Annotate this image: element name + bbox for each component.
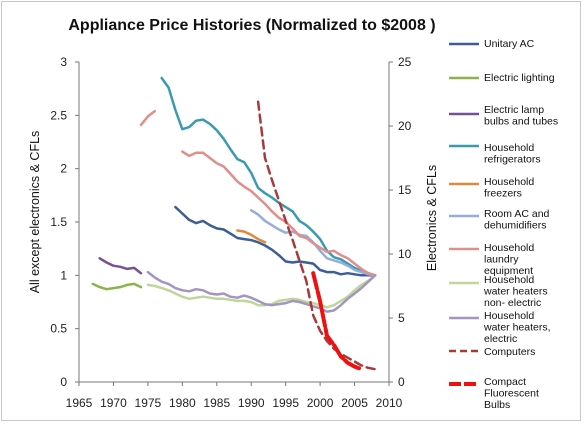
legend-item-room-ac-and-dehumidifiers: Room AC and dehumidifiers — [449, 208, 550, 232]
y-axis-label: All except electronics & CFLs — [28, 131, 42, 294]
y2-tick-label: 15 — [398, 183, 412, 197]
x-tick-label: 1970 — [100, 396, 127, 410]
legend-item-compact-fluorescent-bulbs: Compact Fluorescent Bulbs — [449, 376, 539, 411]
plot-layer — [78, 62, 390, 383]
y2-tick-label: 25 — [398, 55, 412, 69]
legend-label: Electric lighting — [484, 72, 555, 84]
y-tick-label: 2 — [60, 162, 67, 176]
series-line-household-laundry-equipment — [181, 150, 377, 277]
series-line-household-water-heaters-electric — [146, 270, 377, 313]
y2-tick-label: 10 — [398, 247, 412, 261]
y-tick-label: 1 — [60, 268, 67, 282]
legend-label: Computers — [484, 346, 535, 358]
x-tick-label: 1975 — [135, 396, 162, 410]
x-tick-label: 2000 — [307, 396, 334, 410]
y-tick-label: 0 — [60, 375, 67, 389]
y-tick-label: 1.5 — [50, 215, 67, 229]
y2-axis-label: Electronics & CFLs — [425, 165, 439, 271]
left-axis-ticks: 0 0.5 1 1.5 2 2.5 3 — [50, 55, 79, 389]
series-line-household-water-heaters-non-electric — [146, 274, 377, 309]
series-line-household-refrigerators — [160, 76, 377, 277]
series-line-electric-lighting — [91, 282, 143, 291]
chart-title: Appliance Price Histories (Normalized to… — [68, 17, 435, 34]
y2-tick-label: 5 — [398, 311, 405, 325]
legend-label: Household refrigerators — [484, 142, 541, 166]
series-line-computers — [256, 100, 377, 371]
y-tick-label: 2.5 — [50, 108, 67, 122]
y-tick-label: 0.5 — [50, 322, 67, 336]
x-tick-label: 1995 — [272, 396, 299, 410]
legend-item-household-freezers: Household freezers — [449, 176, 534, 200]
x-tick-label: 2010 — [376, 396, 403, 410]
legend-label: Room AC and dehumidifiers — [484, 208, 550, 232]
legend-item-electric-lamp-bulbs-and-tubes: Electric lamp bulbs and tubes — [449, 104, 558, 128]
right-axis-ticks: 0 5 10 15 20 25 — [389, 55, 412, 389]
legend-label: Compact Fluorescent Bulbs — [484, 376, 539, 411]
series-line-unitary-ac — [174, 205, 377, 277]
legend-item-computers: Computers — [449, 346, 535, 358]
legend: Unitary AC Electric lighting Electric lamp… — [449, 38, 558, 411]
series-line-electric-lamp-bulbs-and-tubes — [98, 257, 143, 275]
y2-tick-label: 20 — [398, 119, 412, 133]
x-tick-label: 1985 — [203, 396, 230, 410]
legend-item-household-refrigerators: Household refrigerators — [449, 142, 541, 166]
legend-label: Electric lamp bulbs and tubes — [484, 104, 558, 128]
legend-label: Household water heaters non- electric — [483, 274, 548, 309]
legend-label: Unitary AC — [484, 38, 535, 50]
x-axis-ticks: 1965 1970 1975 1980 1985 1990 1995 2000 2005 2010 — [66, 382, 403, 410]
series-line-household-laundry-equipment-early — [139, 109, 157, 127]
series-line-household-freezers — [236, 229, 267, 244]
x-tick-label: 1990 — [238, 396, 265, 410]
series-line-compact-fluorescent-bulbs — [311, 271, 364, 372]
legend-label: Household freezers — [484, 176, 534, 200]
legend-item-unitary-ac: Unitary AC — [449, 38, 535, 50]
legend-item-electric-lighting: Electric lighting — [449, 72, 555, 84]
legend-item-household-water-heaters-electric: Household water heaters, electric — [449, 310, 551, 345]
legend-label: Household laundry equipment — [484, 242, 534, 277]
y2-tick-label: 0 — [398, 375, 405, 389]
x-tick-label: 2005 — [341, 396, 368, 410]
legend-label: Household water heaters, electric — [483, 310, 551, 345]
x-tick-label: 1965 — [66, 396, 93, 410]
y-tick-label: 3 — [60, 55, 67, 69]
x-tick-label: 1980 — [169, 396, 196, 410]
legend-item-household-laundry-equipment: Household laundry equipment — [449, 242, 534, 277]
legend-item-household-water-heaters-non-electric: Household water heaters non- electric — [449, 274, 548, 309]
